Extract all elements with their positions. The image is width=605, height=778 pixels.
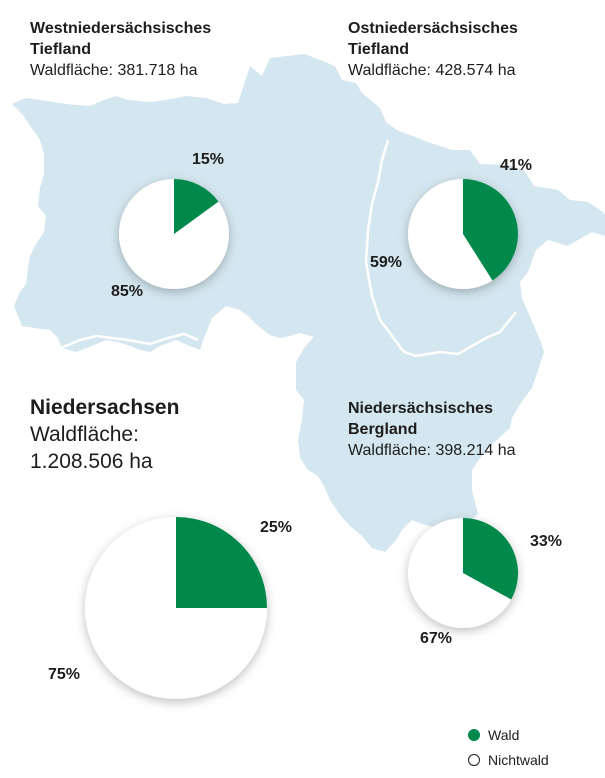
region-title: Niedersächsisches — [348, 400, 493, 417]
legend-label: Nichtwald — [488, 752, 549, 768]
legend-swatch-nichtwald — [468, 754, 480, 766]
region-title: Bergland — [348, 421, 418, 438]
legend-item-nichtwald: Nichtwald — [468, 752, 549, 768]
pie-chart-0: 15% 85% — [111, 151, 229, 300]
region-area-label: Waldfläche: — [30, 423, 139, 446]
pie-slice-wald — [176, 517, 267, 608]
region-title: Tiefland — [30, 41, 92, 58]
data-label-wald: 15% — [192, 151, 224, 168]
data-label-wald: 33% — [530, 533, 562, 550]
region-label-niedersachsen: Niedersachsen Waldfläche: 1.208.506 ha — [30, 394, 179, 475]
region-title: Niedersachsen — [30, 396, 180, 419]
region-label-ost: Ostniedersächsisches Tiefland Waldfläche… — [348, 18, 518, 81]
region-label-berg: Niedersächsisches Bergland Waldfläche: 3… — [348, 398, 516, 461]
map-region-border — [51, 332, 199, 352]
data-label-wald: 25% — [260, 519, 292, 536]
region-title: Tiefland — [348, 41, 410, 58]
pie-chart-1: 41% 59% — [370, 157, 532, 289]
region-label-west: Westniedersächsisches Tiefland Waldfläch… — [30, 18, 211, 81]
data-label-nichtwald: 75% — [48, 666, 80, 683]
data-label-wald: 41% — [500, 157, 532, 174]
legend-label: Wald — [488, 727, 520, 743]
pie-slice-wald — [463, 518, 518, 600]
legend-item-wald: Wald — [468, 727, 519, 743]
region-area: Waldfläche: 381.718 ha — [30, 62, 198, 79]
pie-chart-3: 25% 75% — [48, 517, 292, 699]
pie-chart-2: 33% 67% — [408, 518, 562, 647]
region-area: Waldfläche: 398.214 ha — [348, 442, 516, 459]
pie-slice-wald — [463, 179, 518, 281]
data-label-nichtwald: 67% — [420, 630, 452, 647]
map-region-border — [364, 139, 517, 358]
region-title: Ostniedersächsisches — [348, 20, 518, 37]
region-area: Waldfläche: 428.574 ha — [348, 62, 516, 79]
map-landmass — [12, 54, 605, 552]
data-label-nichtwald: 59% — [370, 254, 402, 271]
data-label-nichtwald: 85% — [111, 283, 143, 300]
region-area-value: 1.208.506 ha — [30, 450, 153, 473]
legend-swatch-wald — [468, 729, 480, 741]
pie-slice-wald — [174, 179, 219, 234]
region-title: Westniedersächsisches — [30, 20, 212, 37]
